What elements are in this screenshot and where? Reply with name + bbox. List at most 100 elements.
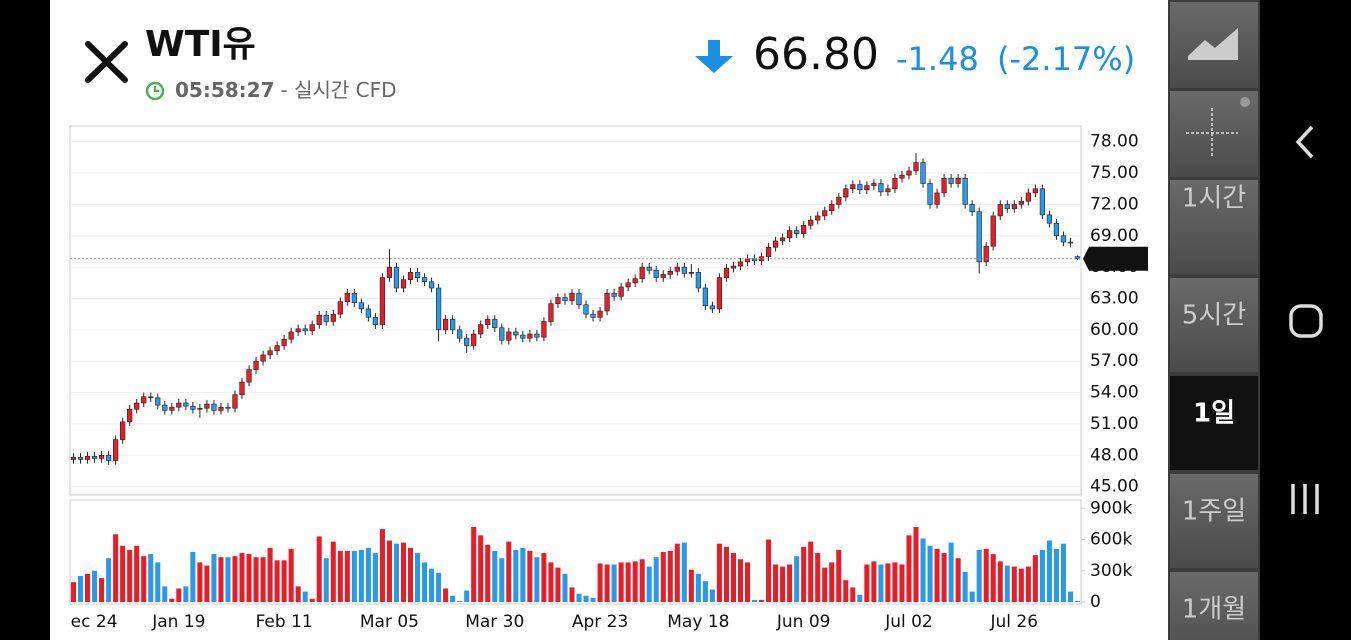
volume-bar [351,550,357,602]
candle-body [225,406,231,409]
x-tick-label: Mar 05 [360,612,419,632]
candle-body [197,407,203,410]
volume-bar [70,582,77,602]
candle-body [723,267,730,278]
volume-bar [429,568,435,602]
candle-body [281,338,287,346]
candle-body [555,297,561,305]
y-tick-label: 54.00 [1090,383,1139,403]
volume-bar [948,542,954,602]
candle-body [358,302,364,310]
y-tick-label: 48.00 [1090,445,1139,465]
volume-bar [836,549,842,602]
candle-body [379,277,386,325]
candle-body [990,215,996,247]
candle-body [253,360,259,370]
volume-bar [555,567,561,602]
back-button[interactable] [1295,125,1314,159]
volume-bar [239,553,245,602]
candle-body [653,269,659,278]
candle-body [829,204,835,211]
volume-bar [990,554,996,602]
candle-body [878,183,884,193]
candle-body [337,301,343,315]
volume-bar [120,545,126,602]
candle-body [597,310,603,318]
candle-body [695,272,701,289]
volume-bar [1039,549,1045,602]
candle-body [91,456,98,459]
interval-button[interactable] [1170,572,1258,640]
y-tick-label: 51.00 [1090,414,1139,434]
volume-bar [323,558,329,602]
change-percent: (-2.17%) [997,40,1135,78]
volume-bar [737,559,744,602]
candle-body [274,345,280,352]
volume-bar [316,536,322,602]
clock-icon [154,86,159,92]
volume-bar [211,554,217,602]
candle-body [77,457,84,460]
candle-body [681,266,687,274]
candle-body [499,327,505,341]
x-tick-label: Feb 11 [256,612,313,632]
volume-bar [246,554,252,602]
volume-bar [302,591,308,602]
candle-body [478,324,484,335]
volume-bar [730,553,736,602]
interval-button[interactable] [1170,180,1258,274]
chart-type-button[interactable] [1170,2,1258,88]
candle-body [471,333,477,346]
volume-bar [878,564,884,602]
instrument-title: WTI유 [145,24,256,65]
volume-bar [190,552,196,602]
candle-body [702,287,709,307]
interval-button[interactable] [1170,376,1258,470]
candle-body [660,274,666,278]
volume-bar [590,597,596,602]
volume-bar [281,560,287,602]
candle-body [344,292,350,302]
last-price-tag [1083,246,1148,271]
volume-bar [85,573,91,602]
volume-bar [358,549,364,602]
interval-button[interactable] [1170,278,1258,372]
volume-bar [871,561,877,602]
interval-button[interactable] [1170,474,1258,568]
candle-body [204,403,210,409]
candle-body [1067,241,1074,244]
candle-body [485,319,491,325]
candle-body [113,439,119,461]
candle-body [913,162,919,172]
y-tick-label: 63.00 [1090,288,1139,308]
volume-bar [148,554,154,602]
volume-bar [197,562,203,602]
candle-body [794,230,800,234]
status-line: 05:58:27- 실시간 CFD [175,78,397,102]
interval-label: 5시간 [1182,301,1246,331]
candle-body [365,308,372,318]
recents-button[interactable] [1291,484,1319,514]
y-tick-label: 75.00 [1090,163,1139,183]
candle-body [435,287,442,331]
volume-bar [576,593,582,602]
volume-bar [927,545,933,602]
candle-body [267,350,273,356]
candle-body [414,272,421,278]
y-tick-label: 72.00 [1090,194,1139,214]
candle-body [1032,188,1038,194]
x-tick-label: Jul 02 [884,612,933,632]
volume-bar [962,571,968,602]
volume-bar [127,549,133,602]
home-button[interactable] [1289,304,1323,338]
interval-label: 1주일 [1182,497,1246,527]
volume-bar [344,550,350,602]
volume-bar [794,556,800,602]
candle-body [323,314,329,322]
volume-bar [443,588,449,602]
close-button[interactable] [85,41,128,83]
volume-bar [1060,543,1066,602]
volume-bar [337,550,343,602]
volume-bar [716,543,722,602]
close-icon [85,41,128,83]
